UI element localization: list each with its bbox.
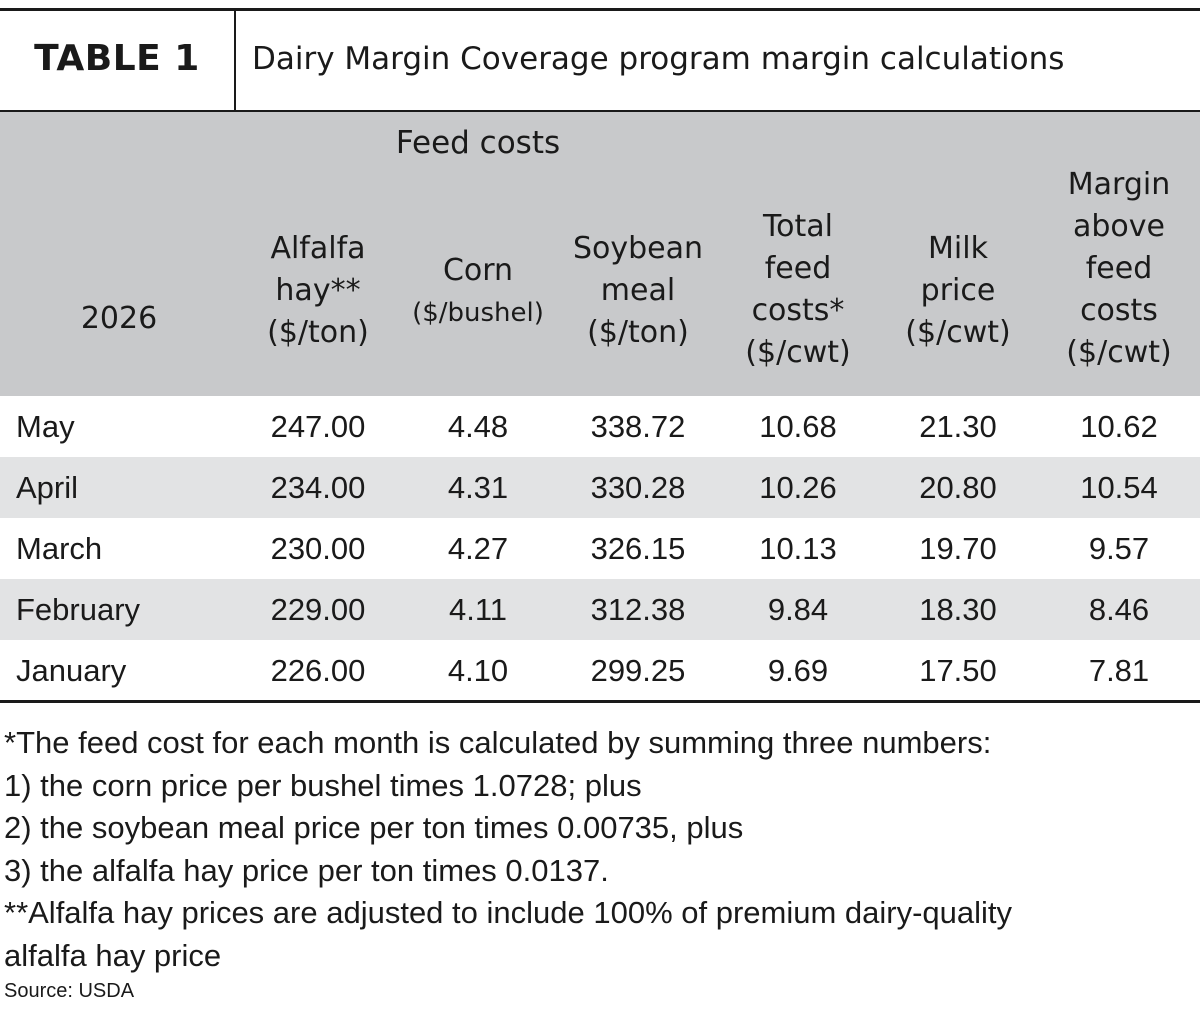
milk-price-header: Milk price ($/cwt) xyxy=(878,228,1038,354)
header-line: meal xyxy=(600,273,676,308)
alfalfa-cell: 247.00 xyxy=(270,408,366,444)
alfalfa-cell: 230.00 xyxy=(270,530,366,566)
header-line: Alfalfa xyxy=(270,231,366,266)
month-cell: March xyxy=(16,530,103,566)
table-header: Feed costs 2026 Alfalfa hay** ($/ton) Co… xyxy=(0,112,1200,396)
header-line: ($/bushel) xyxy=(412,298,544,328)
milk-price-cell: 18.30 xyxy=(919,591,997,627)
month-cell: May xyxy=(16,408,75,444)
header-line: price xyxy=(920,273,996,308)
header-line: hay** xyxy=(275,273,361,308)
corn-cell: 4.27 xyxy=(447,530,509,566)
table-row: January 226.00 4.10 299.25 9.69 17.50 7.… xyxy=(0,640,1200,701)
year-header: 2026 xyxy=(0,298,238,340)
margin-cell: 10.62 xyxy=(1080,408,1158,444)
corn-cell: 4.10 xyxy=(447,652,509,688)
month-cell: April xyxy=(16,469,79,505)
table-title: Dairy Margin Coverage program margin cal… xyxy=(252,40,1065,77)
alfalfa-cell: 226.00 xyxy=(270,652,366,688)
year-header-label: 2026 xyxy=(80,301,158,336)
feed-costs-group-header: Feed costs xyxy=(395,125,561,161)
table-row: March 230.00 4.27 326.15 10.13 19.70 9.5… xyxy=(0,518,1200,579)
header-line: Corn xyxy=(442,253,514,288)
header-line: costs xyxy=(1080,293,1158,328)
soybean-meal-header: Soybean meal ($/ton) xyxy=(558,228,718,354)
table-row: May 247.00 4.48 338.72 10.68 21.30 10.62 xyxy=(0,396,1200,457)
table-row: April 234.00 4.31 330.28 10.26 20.80 10.… xyxy=(0,457,1200,518)
milk-price-cell: 17.50 xyxy=(919,652,997,688)
margin-cell: 10.54 xyxy=(1080,469,1158,505)
total-feed-cell: 9.69 xyxy=(767,652,829,688)
margin-cell: 7.81 xyxy=(1088,652,1150,688)
header-line: ($/ton) xyxy=(587,315,689,350)
total-feed-cell: 10.13 xyxy=(759,530,837,566)
month-cell: February xyxy=(16,591,141,627)
footnote-line: 1) the corn price per bushel times 1.072… xyxy=(4,767,642,803)
header-line: costs* xyxy=(751,293,845,328)
alfalfa-cell: 234.00 xyxy=(270,469,366,505)
header-line: feed xyxy=(1085,251,1153,286)
header-line: ($/cwt) xyxy=(905,315,1011,350)
margin-cell: 8.46 xyxy=(1088,591,1150,627)
header-line: ($/cwt) xyxy=(1066,335,1172,370)
margin-cell: 9.57 xyxy=(1088,530,1150,566)
footnote-line: 2) the soybean meal price per ton times … xyxy=(4,810,744,845)
total-feed-cell: 9.84 xyxy=(767,591,829,627)
header-line: ($/cwt) xyxy=(745,335,851,370)
soybean-cell: 299.25 xyxy=(590,652,686,688)
margin-header: Margin above feed costs ($/cwt) xyxy=(1038,164,1200,374)
table-number-label: TABLE 1 xyxy=(0,11,236,110)
total-feed-cell: 10.68 xyxy=(759,408,837,444)
header-line: above xyxy=(1073,209,1165,244)
soybean-cell: 326.15 xyxy=(590,530,686,566)
footnote-line: alfalfa hay price xyxy=(4,937,222,973)
alfalfa-cell: 229.00 xyxy=(270,591,366,627)
header-line: Total xyxy=(762,209,834,244)
total-feed-cell: 10.26 xyxy=(759,469,837,505)
soybean-cell: 330.28 xyxy=(590,469,686,505)
table-body: May 247.00 4.48 338.72 10.68 21.30 10.62… xyxy=(0,396,1200,701)
header-line: Soybean xyxy=(572,231,704,266)
corn-cell: 4.48 xyxy=(447,408,509,444)
alfalfa-header: Alfalfa hay** ($/ton) xyxy=(238,228,398,354)
header-line: ($/ton) xyxy=(267,315,369,350)
soybean-cell: 312.38 xyxy=(590,591,686,627)
corn-header: Corn ($/bushel) xyxy=(398,250,558,334)
source-note: Source: USDA xyxy=(4,980,135,1002)
corn-cell: 4.31 xyxy=(447,469,509,505)
header-line: Margin xyxy=(1067,167,1171,202)
footnote-line: *The feed cost for each month is calcula… xyxy=(4,725,992,760)
month-cell: January xyxy=(16,652,127,688)
table-bottom-rule xyxy=(0,700,1200,703)
milk-price-cell: 20.80 xyxy=(919,469,997,505)
milk-price-cell: 21.30 xyxy=(919,408,997,444)
total-feed-costs-header: Total feed costs* ($/cwt) xyxy=(718,206,878,374)
footnote-line: 3) the alfalfa hay price per ton times 0… xyxy=(4,852,609,888)
header-line: feed xyxy=(764,251,832,286)
header-line: Milk xyxy=(928,231,988,266)
footnote-line: **Alfalfa hay prices are adjusted to inc… xyxy=(4,895,1013,930)
soybean-cell: 338.72 xyxy=(590,408,686,444)
milk-price-cell: 19.70 xyxy=(919,530,997,566)
table-row: February 229.00 4.11 312.38 9.84 18.30 8… xyxy=(0,579,1200,640)
footnotes: *The feed cost for each month is calcula… xyxy=(4,722,1194,977)
table-title-bar: TABLE 1 Dairy Margin Coverage program ma… xyxy=(0,8,1200,112)
corn-cell: 4.11 xyxy=(448,591,508,627)
